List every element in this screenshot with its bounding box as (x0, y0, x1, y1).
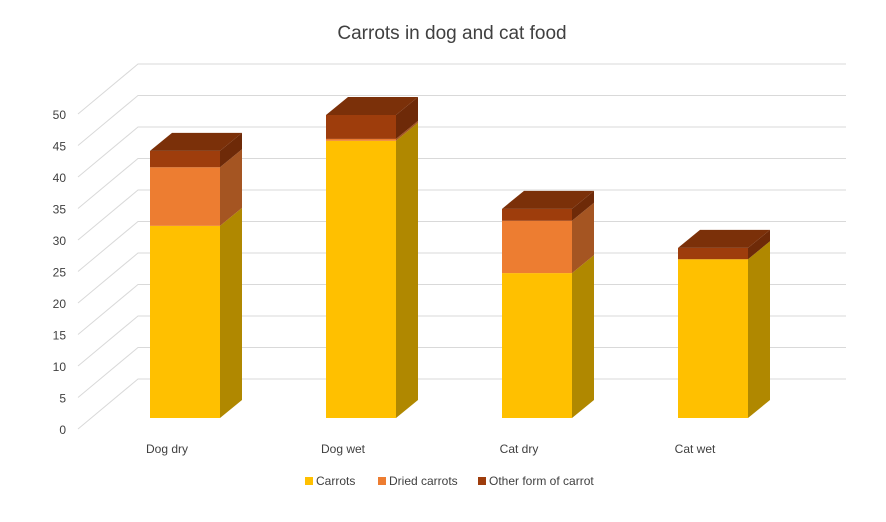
gridline (77, 252, 846, 304)
y-tick-label: 25 (53, 266, 67, 280)
bar-side (748, 229, 770, 260)
bar-side (572, 202, 594, 274)
x-tick-label: Dog wet (321, 442, 366, 456)
y-tick-label: 45 (53, 140, 67, 154)
legend-swatch (305, 477, 313, 485)
bar-side (396, 96, 418, 139)
bar-group (502, 190, 594, 418)
legend-label: Carrots (316, 474, 355, 488)
x-tick-label: Dog dry (146, 442, 188, 456)
y-tick-label: 15 (53, 329, 67, 343)
gridline (77, 284, 846, 335)
bar-segment (150, 225, 220, 418)
gridline (77, 158, 846, 209)
y-tick-label: 0 (59, 423, 66, 437)
x-tick-label: Cat dry (500, 442, 539, 456)
bar-top (326, 96, 418, 115)
bar-side (220, 207, 242, 418)
legend-swatch (478, 477, 486, 485)
bar-side (396, 120, 418, 141)
bar-top (678, 229, 770, 248)
legend-label: Dried carrots (389, 474, 458, 488)
bar-side (572, 190, 594, 221)
gridline (77, 63, 846, 115)
bar-segment (326, 138, 396, 141)
bar-segment (326, 140, 396, 419)
bar-segment (150, 167, 220, 226)
gridline (77, 315, 846, 367)
legend: Carrots Dried carrots Other form of carrot (305, 474, 594, 488)
bar-side (220, 132, 242, 168)
legend-label: Other form of carrot (489, 474, 594, 488)
gridline (77, 126, 846, 178)
x-tick-label: Cat wet (675, 442, 716, 456)
bars (150, 96, 770, 419)
y-tick-label: 35 (53, 203, 67, 217)
bar-segment (326, 114, 396, 139)
bar-group (326, 96, 418, 419)
bar-segment (502, 208, 572, 221)
bar-segment (502, 220, 572, 274)
gridline (77, 347, 846, 398)
bar-side (572, 255, 594, 418)
x-axis-labels: Dog dry Dog wet Cat dry Cat wet (146, 442, 716, 456)
y-tick-label: 10 (53, 360, 67, 374)
gridline (77, 378, 846, 430)
chart-title: Carrots in dog and cat food (337, 23, 566, 44)
gridline (77, 221, 846, 272)
y-tick-label: 50 (53, 108, 67, 122)
y-tick-label: 30 (53, 234, 67, 248)
gridline (77, 189, 846, 241)
y-tick-label: 40 (53, 171, 67, 185)
bar-segment (150, 150, 220, 168)
y-axis-ticks: 0 5 10 15 20 25 30 35 40 45 50 (53, 108, 67, 437)
bar-segment (678, 259, 748, 418)
y-tick-label: 5 (59, 392, 66, 406)
legend-swatch (378, 477, 386, 485)
bar-group (150, 132, 242, 418)
bar-top (502, 190, 594, 209)
bar-segment (502, 273, 572, 418)
bar-group (678, 229, 770, 418)
bar-side (396, 122, 418, 419)
y-tick-label: 20 (53, 297, 67, 311)
gridlines (77, 63, 846, 430)
bar-segment (678, 247, 748, 260)
bar-side (220, 149, 242, 226)
bar-side (748, 241, 770, 418)
gridline (77, 95, 846, 146)
bar-top (150, 132, 242, 151)
